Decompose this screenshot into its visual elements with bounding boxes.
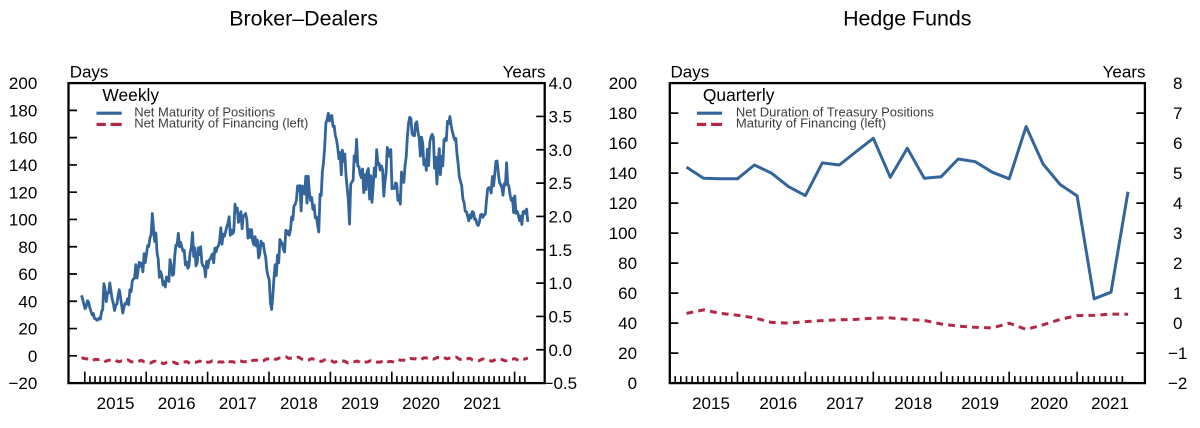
svg-text:60: 60 bbox=[18, 265, 37, 284]
svg-text:3: 3 bbox=[1173, 224, 1182, 243]
svg-text:0: 0 bbox=[28, 347, 37, 366]
svg-text:−0.5: −0.5 bbox=[544, 374, 578, 393]
svg-text:80: 80 bbox=[618, 254, 637, 273]
svg-text:2017: 2017 bbox=[219, 394, 257, 413]
svg-text:200: 200 bbox=[609, 74, 637, 93]
svg-text:4.0: 4.0 bbox=[548, 74, 572, 93]
svg-text:2021: 2021 bbox=[463, 394, 501, 413]
svg-text:1.5: 1.5 bbox=[548, 241, 572, 260]
svg-text:2020: 2020 bbox=[1030, 394, 1068, 413]
svg-text:3.0: 3.0 bbox=[548, 141, 572, 160]
svg-text:1.0: 1.0 bbox=[548, 274, 572, 293]
svg-text:2017: 2017 bbox=[826, 394, 864, 413]
svg-text:100: 100 bbox=[609, 224, 637, 243]
svg-text:0.5: 0.5 bbox=[548, 308, 572, 327]
svg-text:4: 4 bbox=[1173, 194, 1182, 213]
svg-text:20: 20 bbox=[18, 320, 37, 339]
svg-text:0: 0 bbox=[1173, 314, 1182, 333]
svg-text:40: 40 bbox=[618, 314, 637, 333]
svg-text:2015: 2015 bbox=[97, 394, 135, 413]
svg-text:−2: −2 bbox=[1168, 374, 1187, 393]
svg-text:180: 180 bbox=[9, 102, 37, 121]
svg-text:2018: 2018 bbox=[894, 394, 932, 413]
svg-text:8: 8 bbox=[1173, 74, 1182, 93]
svg-text:2020: 2020 bbox=[402, 394, 440, 413]
svg-text:6: 6 bbox=[1173, 134, 1182, 153]
svg-text:160: 160 bbox=[9, 129, 37, 148]
svg-text:Quarterly: Quarterly bbox=[703, 85, 775, 105]
svg-text:Weekly: Weekly bbox=[102, 85, 159, 105]
svg-text:60: 60 bbox=[618, 284, 637, 303]
svg-text:2016: 2016 bbox=[158, 394, 196, 413]
svg-text:120: 120 bbox=[9, 183, 37, 202]
svg-text:Days: Days bbox=[671, 63, 710, 82]
svg-text:Days: Days bbox=[70, 63, 109, 82]
svg-text:40: 40 bbox=[18, 292, 37, 311]
svg-text:2019: 2019 bbox=[961, 394, 999, 413]
svg-text:160: 160 bbox=[609, 134, 637, 153]
svg-text:20: 20 bbox=[618, 344, 637, 363]
svg-text:200: 200 bbox=[9, 74, 37, 93]
svg-text:2015: 2015 bbox=[692, 394, 730, 413]
svg-text:2.0: 2.0 bbox=[548, 208, 572, 227]
svg-text:2021: 2021 bbox=[1091, 394, 1129, 413]
svg-text:5: 5 bbox=[1173, 164, 1182, 183]
svg-text:2016: 2016 bbox=[759, 394, 797, 413]
svg-text:Net Duration of Treasury Posit: Net Duration of Treasury Positions bbox=[736, 104, 934, 119]
svg-text:Years: Years bbox=[503, 63, 546, 82]
svg-text:120: 120 bbox=[609, 194, 637, 213]
svg-text:Hedge Funds: Hedge Funds bbox=[843, 6, 971, 30]
svg-text:3.5: 3.5 bbox=[548, 108, 572, 127]
svg-text:2018: 2018 bbox=[280, 394, 318, 413]
svg-text:2019: 2019 bbox=[341, 394, 379, 413]
svg-text:−1: −1 bbox=[1168, 344, 1187, 363]
svg-text:180: 180 bbox=[609, 104, 637, 123]
svg-text:Broker–Dealers: Broker–Dealers bbox=[229, 6, 378, 30]
svg-text:80: 80 bbox=[18, 238, 37, 257]
svg-text:140: 140 bbox=[609, 164, 637, 183]
svg-text:7: 7 bbox=[1173, 104, 1182, 123]
svg-text:0: 0 bbox=[628, 374, 637, 393]
svg-text:Net Maturity of Positions: Net Maturity of Positions bbox=[134, 104, 275, 119]
svg-text:Net Maturity of Financing (lef: Net Maturity of Financing (left) bbox=[134, 116, 308, 131]
svg-text:1: 1 bbox=[1173, 284, 1182, 303]
svg-text:Maturity of Financing (left): Maturity of Financing (left) bbox=[736, 116, 886, 131]
svg-text:Years: Years bbox=[1103, 63, 1146, 82]
svg-text:100: 100 bbox=[9, 211, 37, 230]
svg-text:2.5: 2.5 bbox=[548, 174, 572, 193]
svg-text:140: 140 bbox=[9, 156, 37, 175]
svg-text:0.0: 0.0 bbox=[548, 341, 572, 360]
svg-text:2: 2 bbox=[1173, 254, 1182, 273]
svg-text:−20: −20 bbox=[8, 374, 37, 393]
